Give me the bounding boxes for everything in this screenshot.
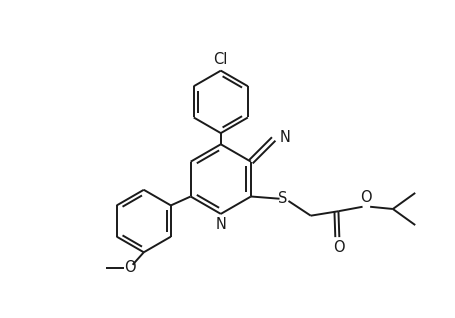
Text: O: O [334, 240, 345, 255]
Text: N: N [215, 217, 226, 232]
Text: N: N [279, 130, 290, 145]
Text: O: O [124, 260, 135, 275]
Text: O: O [360, 190, 372, 205]
Text: Cl: Cl [213, 52, 228, 67]
Text: S: S [278, 191, 288, 206]
